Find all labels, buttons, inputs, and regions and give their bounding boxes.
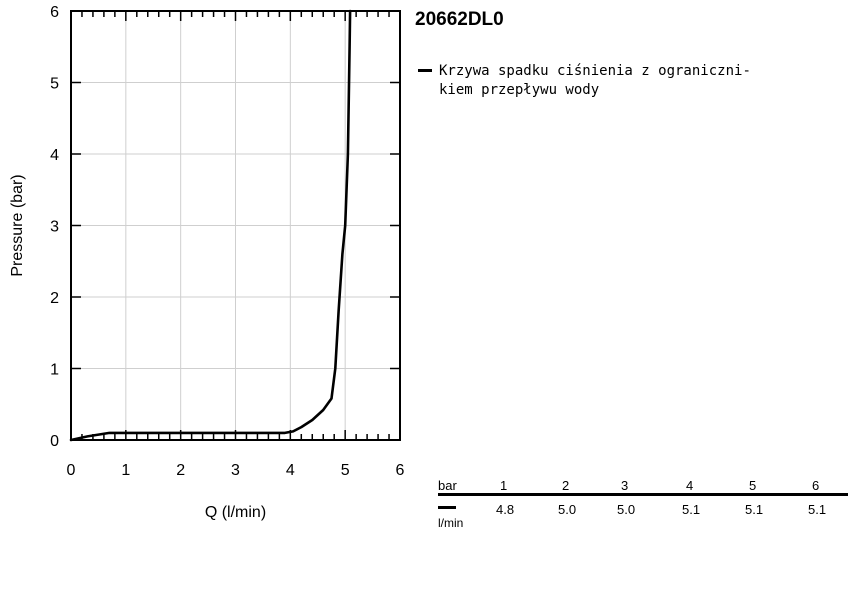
flow-table-pressure: 2 [562, 478, 570, 493]
plot-frame [70, 10, 401, 441]
pressure-flow-chart: 0 1 2 3 4 5 6 0 1 2 3 4 5 6 Q (l/min) Pressure (bar) [9, 4, 404, 521]
y-tick-label: 1 [50, 362, 59, 379]
flow-table-series-dash [438, 506, 456, 509]
legend-label: Krzywa spadku ciśnienia z ograniczni­kie… [439, 63, 751, 98]
flow-table-pressure: 5 [749, 478, 757, 493]
x-tick-label: 2 [176, 462, 185, 479]
flow-table-flow: 5.0 [558, 502, 577, 517]
chart-tick-labels: 0 1 2 3 4 5 6 0 1 2 3 4 5 6 [50, 4, 404, 479]
legend-swatch [418, 69, 432, 72]
y-tick-label: 6 [50, 4, 59, 21]
chart-series [69, 9, 352, 442]
flow-table-flow: 5.1 [808, 502, 827, 517]
flow-table-pressure: 3 [621, 478, 629, 493]
x-tick-label: 6 [396, 462, 405, 479]
y-tick-label: 4 [50, 147, 59, 164]
flow-table-flow: 5.0 [617, 502, 636, 517]
flow-table-header-label: bar [438, 478, 457, 493]
flow-table-rule [438, 493, 848, 496]
x-tick-label: 3 [231, 462, 240, 479]
legend: Krzywa spadku ciśnienia z ograniczni­kie… [418, 62, 759, 100]
flow-table-pressure: 1 [500, 478, 508, 493]
x-tick-label: 4 [286, 462, 295, 479]
y-axis-label: Pressure (bar) [9, 174, 26, 276]
model-title: 20662DL0 [415, 9, 504, 30]
flow-table-flow: 5.1 [682, 502, 701, 517]
x-tick-label: 5 [341, 462, 350, 479]
flow-table-unit-label: l/min [438, 516, 464, 530]
series-line [69, 9, 352, 442]
y-tick-label: 2 [50, 290, 59, 307]
chart-grid [71, 11, 400, 440]
y-tick-label: 3 [50, 219, 59, 236]
flow-table-pressure: 6 [812, 478, 820, 493]
x-axis-label: Q (l/min) [205, 504, 266, 521]
x-tick-label: 1 [121, 462, 130, 479]
x-tick-label: 0 [67, 462, 76, 479]
flow-table-flow: 4.8 [496, 502, 515, 517]
flow-table-pressure: 4 [686, 478, 694, 493]
flow-table: bar l/min 1 4.8 2 5.0 3 5.0 4 5.1 5 5.1 6 5.1 [438, 478, 848, 538]
flow-table-flow: 5.1 [745, 502, 764, 517]
y-tick-label: 5 [50, 76, 59, 93]
y-tick-label: 0 [50, 433, 59, 450]
